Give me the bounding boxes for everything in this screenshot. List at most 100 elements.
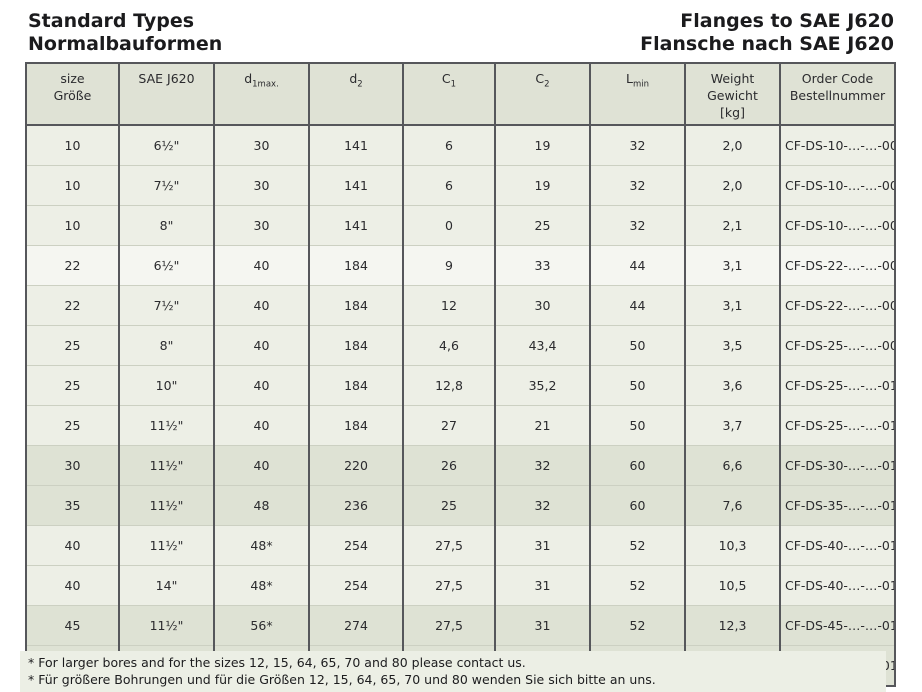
cell-size: 30 bbox=[25, 445, 119, 486]
cell-sae-j620: 14" bbox=[118, 565, 214, 606]
table-row: 25 10" 40 184 12,8 35,2 50 3,6 CF-DS-25-… bbox=[25, 365, 895, 406]
cell-sae-j620: 11½" bbox=[118, 605, 214, 646]
cell-c1: 25 bbox=[402, 485, 495, 526]
page-subtitle-de: Flansche nach SAE J620 bbox=[640, 33, 894, 55]
cell-d2: 236 bbox=[308, 485, 403, 526]
cell-sae-j620: 10" bbox=[118, 365, 214, 406]
table-row: 25 11½" 40 184 27 21 50 3,7 CF-DS-25-…-…… bbox=[25, 405, 895, 446]
cell-d1max: 40 bbox=[213, 365, 309, 406]
cell-c1: 12,8 bbox=[402, 365, 495, 406]
cell-order-code: CF-DS-10-…-…-007 bbox=[779, 165, 895, 206]
page-title-left: Standard Types Normalbauformen bbox=[28, 10, 222, 56]
cell-c1: 4,6 bbox=[402, 325, 495, 366]
col-header-weight: Weight Gewicht [kg] bbox=[684, 63, 780, 126]
cell-d1max: 30 bbox=[213, 205, 309, 246]
col-header-d1max: d1max. bbox=[213, 63, 309, 126]
cell-weight: 3,6 bbox=[684, 365, 780, 406]
cell-c1: 9 bbox=[402, 245, 495, 286]
table-row: 22 6½" 40 184 9 33 44 3,1 CF-DS-22-…-…-0… bbox=[25, 245, 895, 286]
cell-order-code: CF-DS-22-…-…-006 bbox=[779, 245, 895, 286]
cell-weight: 10,3 bbox=[684, 525, 780, 566]
table-row: 10 6½" 30 141 6 19 32 2,0 CF-DS-10-…-…-0… bbox=[25, 124, 895, 166]
cell-size: 25 bbox=[25, 365, 119, 406]
col-header-d2: d2 bbox=[308, 63, 403, 126]
cell-order-code: CF-DS-40-…-…-014 bbox=[779, 565, 895, 606]
table-row: 40 11½" 48* 254 27,5 31 52 10,3 CF-DS-40… bbox=[25, 525, 895, 566]
cell-lmin: 52 bbox=[589, 605, 685, 646]
titlebar: Standard Types Normalbauformen Flanges t… bbox=[28, 10, 894, 56]
cell-d2: 184 bbox=[308, 325, 403, 366]
cell-c2: 32 bbox=[494, 445, 590, 486]
flange-dimensions-table: size Größe SAE J620 d1max. d2 C1 C2 bbox=[25, 62, 896, 687]
cell-c1: 6 bbox=[402, 165, 495, 206]
cell-weight: 2,1 bbox=[684, 205, 780, 246]
cell-d1max: 48* bbox=[213, 525, 309, 566]
cell-c2: 31 bbox=[494, 525, 590, 566]
cell-order-code: CF-DS-45-…-…-011 bbox=[779, 605, 895, 646]
table-row: 40 14" 48* 254 27,5 31 52 10,5 CF-DS-40-… bbox=[25, 565, 895, 606]
cell-sae-j620: 8" bbox=[118, 325, 214, 366]
table-row: 35 11½" 48 236 25 32 60 7,6 CF-DS-35-…-…… bbox=[25, 485, 895, 526]
col-header-c1: C1 bbox=[402, 63, 495, 126]
page-subtitle-en: Flanges to SAE J620 bbox=[680, 10, 894, 32]
cell-lmin: 60 bbox=[589, 485, 685, 526]
cell-lmin: 32 bbox=[589, 165, 685, 206]
cell-c1: 12 bbox=[402, 285, 495, 326]
footnotes: * For larger bores and for the sizes 12,… bbox=[20, 651, 886, 692]
cell-size: 45 bbox=[25, 605, 119, 646]
cell-size: 10 bbox=[25, 205, 119, 246]
cell-d1max: 40 bbox=[213, 405, 309, 446]
cell-order-code: CF-DS-10-…-…-008 bbox=[779, 205, 895, 246]
cell-c2: 25 bbox=[494, 205, 590, 246]
cell-d2: 184 bbox=[308, 245, 403, 286]
cell-d2: 184 bbox=[308, 365, 403, 406]
cell-order-code: CF-DS-40-…-…-011 bbox=[779, 525, 895, 566]
cell-d2: 141 bbox=[308, 124, 403, 166]
cell-d2: 184 bbox=[308, 285, 403, 326]
table-row: 22 7½" 40 184 12 30 44 3,1 CF-DS-22-…-…-… bbox=[25, 285, 895, 326]
cell-lmin: 50 bbox=[589, 365, 685, 406]
col-header-order-code: Order Code Bestellnummer bbox=[779, 63, 895, 126]
cell-order-code: CF-DS-25-…-…-008 bbox=[779, 325, 895, 366]
cell-order-code: CF-DS-30-…-…-011 bbox=[779, 445, 895, 486]
cell-weight: 6,6 bbox=[684, 445, 780, 486]
cell-d2: 220 bbox=[308, 445, 403, 486]
cell-c2: 30 bbox=[494, 285, 590, 326]
table-row: 10 7½" 30 141 6 19 32 2,0 CF-DS-10-…-…-0… bbox=[25, 165, 895, 206]
page-title-en: Standard Types bbox=[28, 10, 195, 32]
page-title-right: Flanges to SAE J620 Flansche nach SAE J6… bbox=[640, 10, 894, 56]
cell-d2: 141 bbox=[308, 165, 403, 206]
cell-c1: 0 bbox=[402, 205, 495, 246]
page-title-de: Normalbauformen bbox=[28, 33, 223, 55]
cell-d1max: 40 bbox=[213, 245, 309, 286]
cell-sae-j620: 7½" bbox=[118, 165, 214, 206]
cell-size: 40 bbox=[25, 525, 119, 566]
col-header-size: size Größe bbox=[25, 63, 119, 126]
cell-sae-j620: 6½" bbox=[118, 124, 214, 166]
cell-c2: 19 bbox=[494, 165, 590, 206]
cell-sae-j620: 8" bbox=[118, 205, 214, 246]
cell-size: 22 bbox=[25, 285, 119, 326]
cell-d1max: 40 bbox=[213, 285, 309, 326]
footnote-de: * Für größere Bohrungen und für die Größ… bbox=[28, 672, 656, 687]
cell-sae-j620: 6½" bbox=[118, 245, 214, 286]
cell-c1: 27 bbox=[402, 405, 495, 446]
col-header-c2: C2 bbox=[494, 63, 590, 126]
cell-size: 25 bbox=[25, 325, 119, 366]
cell-d1max: 30 bbox=[213, 165, 309, 206]
footnote-en: * For larger bores and for the sizes 12,… bbox=[28, 655, 526, 670]
cell-c2: 31 bbox=[494, 605, 590, 646]
cell-weight: 2,0 bbox=[684, 124, 780, 166]
cell-lmin: 52 bbox=[589, 565, 685, 606]
cell-weight: 7,6 bbox=[684, 485, 780, 526]
cell-size: 10 bbox=[25, 124, 119, 166]
cell-c1: 26 bbox=[402, 445, 495, 486]
cell-c1: 27,5 bbox=[402, 605, 495, 646]
table-body: 10 6½" 30 141 6 19 32 2,0 CF-DS-10-…-…-0… bbox=[25, 124, 895, 686]
cell-weight: 3,1 bbox=[684, 285, 780, 326]
cell-lmin: 60 bbox=[589, 445, 685, 486]
cell-d1max: 40 bbox=[213, 445, 309, 486]
cell-order-code: CF-DS-25-…-…-011 bbox=[779, 405, 895, 446]
cell-c1: 27,5 bbox=[402, 525, 495, 566]
cell-size: 22 bbox=[25, 245, 119, 286]
